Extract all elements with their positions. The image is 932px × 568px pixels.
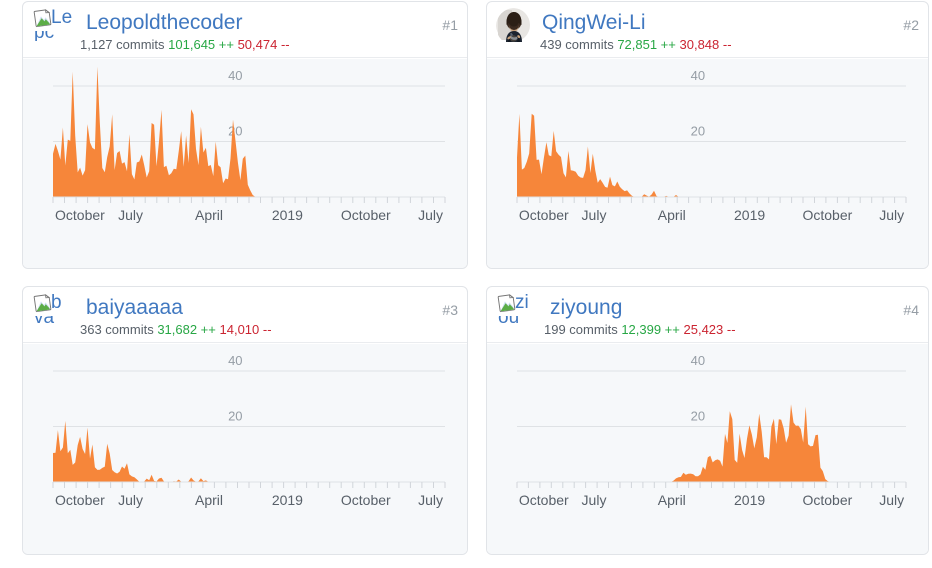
svg-text:October: October xyxy=(55,207,105,223)
svg-text:20: 20 xyxy=(691,124,705,139)
svg-text:2019: 2019 xyxy=(272,492,303,508)
svg-text:October: October xyxy=(802,207,852,223)
svg-text:April: April xyxy=(195,492,223,508)
svg-text:40: 40 xyxy=(228,353,242,368)
svg-text:2019: 2019 xyxy=(272,207,303,223)
svg-text:40: 40 xyxy=(228,68,242,83)
svg-text:40: 40 xyxy=(691,68,705,83)
svg-text:July: July xyxy=(118,207,143,223)
svg-text:July: July xyxy=(118,492,143,508)
svg-text:October: October xyxy=(341,492,391,508)
svg-text:2019: 2019 xyxy=(734,207,765,223)
svg-text:October: October xyxy=(802,492,852,508)
svg-text:April: April xyxy=(195,207,223,223)
svg-text:20: 20 xyxy=(691,409,705,424)
svg-text:July: July xyxy=(418,207,443,223)
svg-text:October: October xyxy=(341,207,391,223)
svg-text:40: 40 xyxy=(691,353,705,368)
svg-text:July: July xyxy=(879,492,904,508)
svg-text:April: April xyxy=(658,207,686,223)
svg-text:20: 20 xyxy=(228,124,242,139)
svg-text:October: October xyxy=(55,492,105,508)
svg-text:July: July xyxy=(582,492,607,508)
svg-text:2019: 2019 xyxy=(734,492,765,508)
svg-text:October: October xyxy=(519,207,569,223)
svg-text:July: July xyxy=(879,207,904,223)
svg-text:July: July xyxy=(582,207,607,223)
svg-text:20: 20 xyxy=(228,409,242,424)
svg-text:October: October xyxy=(519,492,569,508)
svg-text:April: April xyxy=(658,492,686,508)
svg-text:July: July xyxy=(418,492,443,508)
